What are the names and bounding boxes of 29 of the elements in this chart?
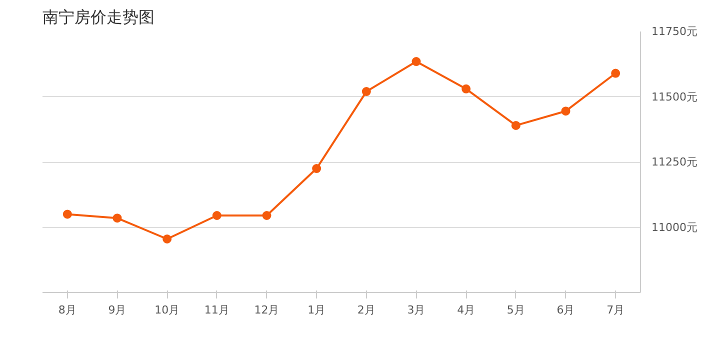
x-tick-label: 9月 bbox=[108, 304, 126, 316]
point bbox=[362, 87, 371, 96]
point bbox=[62, 210, 72, 219]
y-tick-label: 11500元 bbox=[652, 90, 698, 104]
point bbox=[312, 164, 322, 174]
x-tick-label: 7月 bbox=[606, 304, 625, 316]
x-tick-label: 3月 bbox=[407, 304, 426, 316]
point bbox=[162, 234, 172, 244]
x-tick-label: 12月 bbox=[254, 304, 280, 316]
y-tick-label: 11000元 bbox=[652, 220, 698, 234]
y-tick-label: 11750元 bbox=[652, 25, 698, 38]
chart-title: 南宁房价走势图 bbox=[42, 8, 154, 26]
point bbox=[212, 211, 222, 220]
x-tick-label: 5月 bbox=[506, 304, 525, 316]
x-tick-label: 10月 bbox=[154, 304, 180, 316]
x-tick-label: 11月 bbox=[204, 304, 230, 316]
x-tick-label: 2月 bbox=[357, 304, 376, 316]
point bbox=[511, 120, 520, 130]
point bbox=[611, 68, 620, 78]
point bbox=[561, 106, 570, 116]
x-tick-label: 6月 bbox=[556, 304, 575, 316]
x-tick-label: 8月 bbox=[58, 304, 76, 316]
point bbox=[262, 211, 272, 220]
x-tick-label: 4月 bbox=[457, 304, 476, 316]
point bbox=[462, 84, 471, 94]
point bbox=[412, 57, 421, 66]
y-tick-label: 11250元 bbox=[652, 156, 698, 168]
point bbox=[112, 214, 122, 223]
x-tick-label: 1月 bbox=[308, 304, 326, 316]
